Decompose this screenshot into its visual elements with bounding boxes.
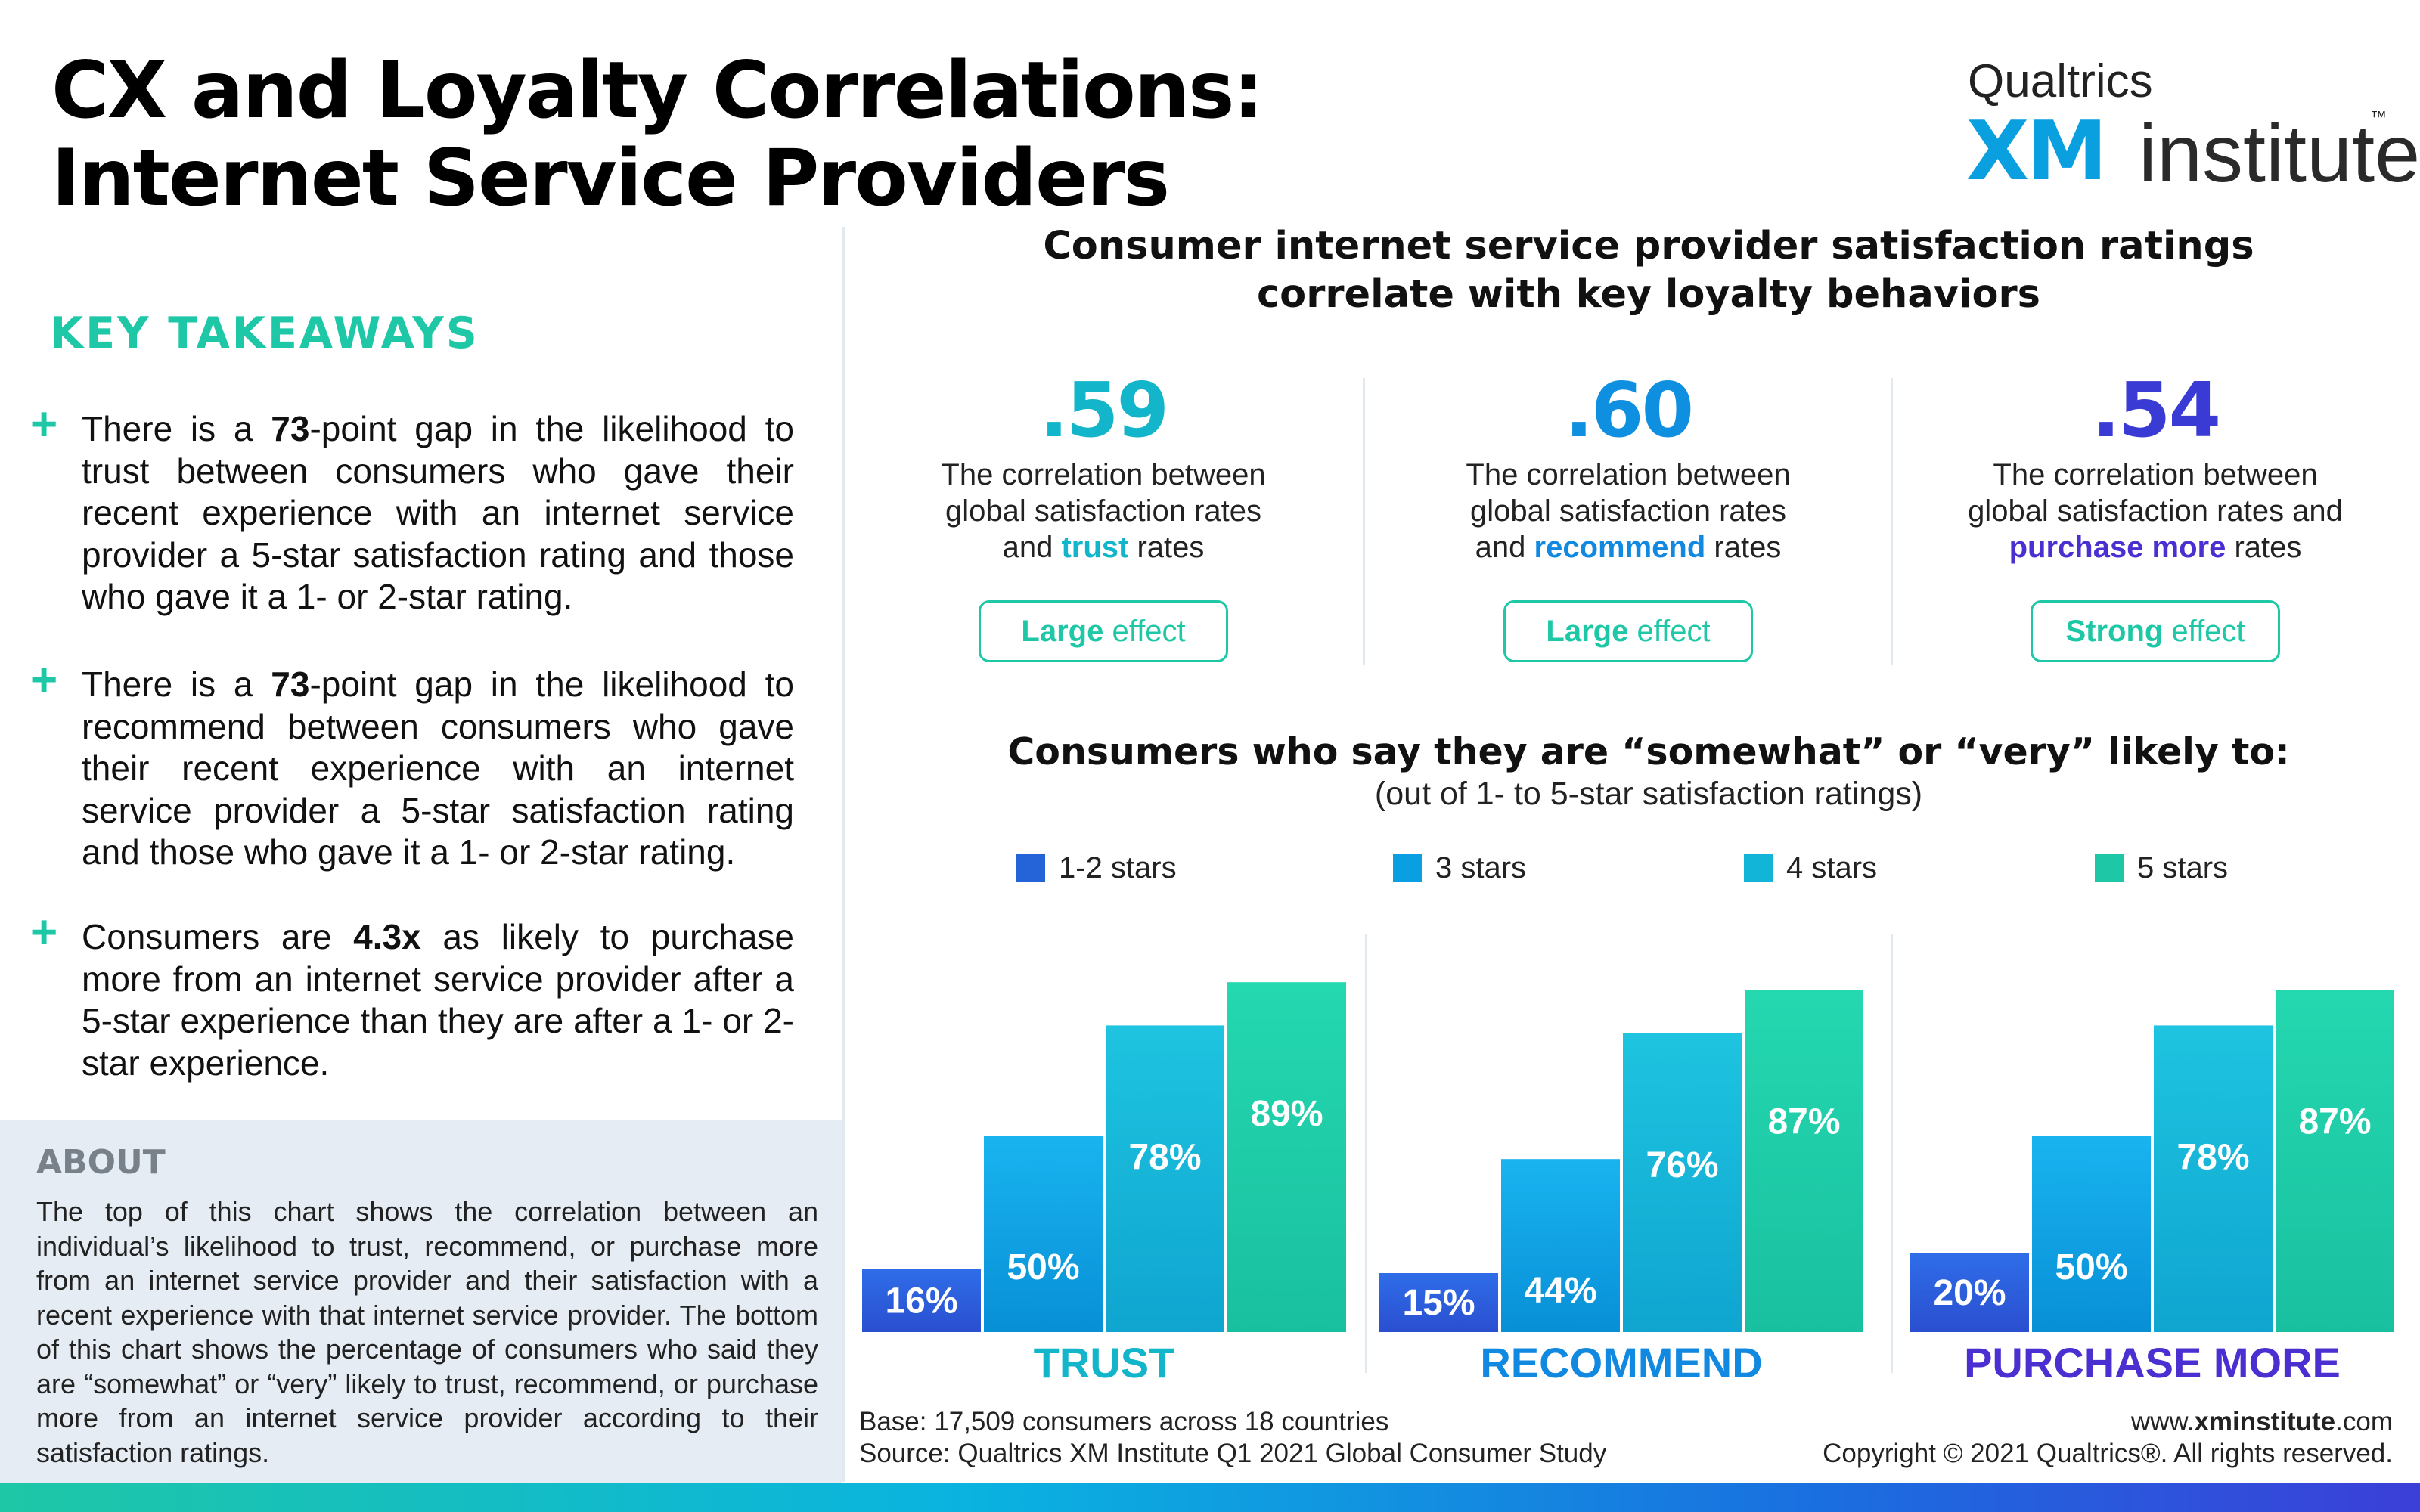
about-panel xyxy=(0,1120,842,1483)
effect-badge: Large effect xyxy=(1503,600,1753,662)
data-label: 15% xyxy=(1402,1283,1475,1323)
bar-trust-5-stars xyxy=(1227,982,1346,1332)
category-label: TRUST xyxy=(1034,1339,1175,1387)
correlations-title: Consumer internet service provider satis… xyxy=(1043,224,2254,317)
takeaway-3: + Consumers are 4.3x as likely to purcha… xyxy=(30,906,795,1083)
data-label: 44% xyxy=(1524,1271,1596,1311)
bar-purchase-more-5-stars xyxy=(2276,990,2394,1332)
data-label: 78% xyxy=(1128,1137,1201,1177)
data-label: 76% xyxy=(1646,1145,1718,1185)
key-takeaways-heading: KEY TAKEAWAYS xyxy=(50,308,479,358)
legend-swatch xyxy=(2095,854,2124,882)
stat-divider xyxy=(1363,378,1365,665)
website-link[interactable]: www.xminstitute.com xyxy=(2130,1407,2393,1436)
footer-copyright: www.xminstitute.com Copyright © 2021 Qua… xyxy=(1823,1406,2393,1470)
bar-recommend-3-stars xyxy=(1501,1159,1620,1332)
copyright-text: Copyright © 2021 Qualtrics®. All rights … xyxy=(1823,1439,2393,1468)
logo-trademark: ™ xyxy=(2370,107,2387,126)
bar-recommend-5-stars xyxy=(1745,990,1863,1332)
bar-recommend-1-2-stars xyxy=(1379,1273,1498,1332)
plus-icon: + xyxy=(30,654,58,706)
data-label: 50% xyxy=(2055,1247,2127,1287)
chart-title: Consumers who say they are “somewhat” or… xyxy=(1007,730,2290,773)
bar-purchase-more-4-stars xyxy=(2154,1025,2273,1332)
base-note: Base: 17,509 consumers across 18 countri… xyxy=(859,1407,1389,1436)
stat-value: .60 xyxy=(1564,366,1694,454)
legend-swatch xyxy=(1744,854,1773,882)
data-label: 78% xyxy=(2176,1137,2249,1177)
plus-icon: + xyxy=(30,398,58,451)
title-line-1: CX and Loyalty Correlations: xyxy=(51,45,1264,136)
effect-badge: Large effect xyxy=(979,600,1228,662)
stat-trust: .59 The correlation between global satis… xyxy=(842,369,1364,662)
chart-subtitle: (out of 1- to 5-star satisfaction rating… xyxy=(1374,776,1923,812)
category-label: RECOMMEND xyxy=(1480,1339,1762,1387)
data-label: 16% xyxy=(885,1281,957,1321)
logo-institute-text: institute xyxy=(2139,107,2420,199)
stat-description: The correlation between global satisfact… xyxy=(1968,458,2343,564)
stat-recommend: .60 The correlation between global satis… xyxy=(1367,369,1889,662)
legend-item-3-stars: 3 stars xyxy=(1393,850,1526,886)
stat-purchase-more: .54 The correlation between global satis… xyxy=(1894,369,2416,662)
bar-trust-4-stars xyxy=(1106,1025,1224,1332)
takeaway-1: + There is a 73-point gap in the likelih… xyxy=(30,398,795,616)
footer-source: Base: 17,509 consumers across 18 countri… xyxy=(859,1406,1606,1470)
bar-recommend-4-stars xyxy=(1623,1033,1742,1332)
stat-description: The correlation between global satisfact… xyxy=(941,458,1266,564)
legend-item-4-stars: 4 stars xyxy=(1744,850,1877,886)
legend-item-1-2-stars: 1-2 stars xyxy=(1016,850,1177,886)
plus-icon: + xyxy=(30,906,58,959)
category-label: PURCHASE MORE xyxy=(1964,1339,2341,1387)
page-title: CX and Loyalty Correlations: Internet Se… xyxy=(51,45,1264,224)
bar-trust-1-2-stars xyxy=(862,1269,981,1332)
legend-swatch xyxy=(1016,854,1045,882)
about-heading: ABOUT xyxy=(36,1143,166,1182)
group-divider xyxy=(1891,934,1893,1373)
vertical-divider xyxy=(842,227,845,1482)
bar-purchase-more-1-2-stars xyxy=(1910,1253,2029,1332)
data-label: 89% xyxy=(1250,1094,1323,1134)
title-line-2: Internet Service Providers xyxy=(51,133,1170,224)
legend-item-5-stars: 5 stars xyxy=(2095,850,2228,886)
takeaway-2: + There is a 73-point gap in the likelih… xyxy=(30,654,795,872)
about-text: The top of this chart shows the correlat… xyxy=(36,1196,818,1468)
logo-xm-text: XM xyxy=(1966,104,2108,199)
stat-description: The correlation between global satisfact… xyxy=(1466,458,1791,564)
legend-swatch xyxy=(1393,854,1422,882)
source-note: Source: Qualtrics XM Institute Q1 2021 G… xyxy=(859,1439,1607,1468)
data-label: 20% xyxy=(1933,1273,2006,1313)
bar-purchase-more-3-stars xyxy=(2032,1136,2151,1332)
stat-value: .54 xyxy=(2091,366,2221,454)
logo-qualtrics-text: Qualtrics xyxy=(1968,55,2153,107)
stat-value: .59 xyxy=(1039,366,1169,454)
bottom-gradient-bar xyxy=(0,1483,2420,1512)
data-label: 87% xyxy=(2298,1102,2371,1142)
bar-trust-3-stars xyxy=(984,1136,1103,1332)
stat-divider xyxy=(1891,378,1893,665)
data-label: 50% xyxy=(1007,1247,1079,1287)
group-divider xyxy=(1365,934,1367,1373)
effect-badge: Strong effect xyxy=(2031,600,2280,662)
data-label: 87% xyxy=(1767,1102,1840,1142)
